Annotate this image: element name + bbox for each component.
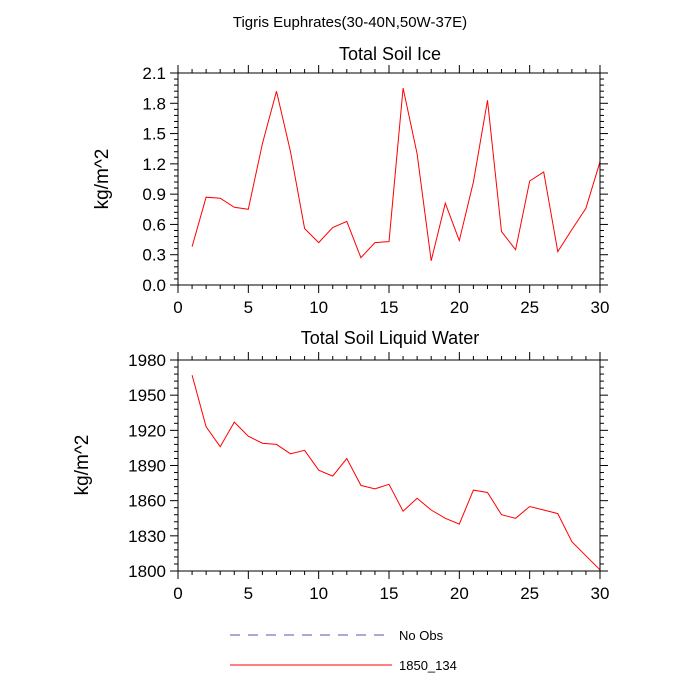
x-tick-label: 25: [520, 584, 539, 603]
plot-frame: [177, 72, 601, 286]
x-tick-label: 15: [380, 298, 399, 317]
y-tick-label: 1860: [128, 492, 166, 511]
panel-title: Total Soil Ice: [339, 44, 441, 64]
panel-total-soil-ice: Total Soil Ice kg/m^2 0 5 10 15 20 25 30 0.00.…: [92, 44, 609, 317]
x-tick-label: 20: [450, 298, 469, 317]
series-line-1850-134: [191, 87, 601, 261]
x-tick-labels: 0 5 10 15 20 25 30: [173, 584, 609, 603]
y-tick-label: 1.5: [142, 125, 166, 144]
y-tick-label: 2.1: [142, 64, 166, 83]
x-tick-label: 15: [380, 584, 399, 603]
y-tick-label: 1920: [128, 421, 166, 440]
y-tick-label: 0.6: [142, 215, 166, 234]
x-tick-label: 10: [309, 298, 328, 317]
x-tick-label: 30: [591, 298, 610, 317]
y-tick-labels: 0.0 0.3 0.6 0.9 1.2 1.5 1.8 2.1: [142, 64, 166, 295]
tick-group: [170, 352, 608, 579]
x-tick-label: 0: [173, 584, 182, 603]
legend: No Obs 1850_134: [230, 628, 457, 673]
y-tick-label: 0.0: [142, 276, 166, 295]
panel-total-soil-liquid-water: Total Soil Liquid Water kg/m^2 0 5 10 15 20 2…: [72, 328, 609, 603]
y-axis-label: kg/m^2: [92, 149, 113, 210]
y-tick-label: 1890: [128, 457, 166, 476]
x-tick-label: 5: [244, 298, 253, 317]
y-tick-label: 1980: [128, 351, 166, 370]
y-tick-label: 1950: [128, 386, 166, 405]
x-tick-label: 30: [591, 584, 610, 603]
figure-suptitle: Tigris Euphrates(30-40N,50W-37E): [233, 14, 467, 31]
y-tick-label: 0.9: [142, 185, 166, 204]
x-tick-labels: 0 5 10 15 20 25 30: [173, 298, 609, 317]
y-tick-label: 1.2: [142, 155, 166, 174]
y-tick-labels: 1800 1830 1860 1890 1920 1950 1980: [128, 351, 166, 581]
y-tick-label: 0.3: [142, 246, 166, 265]
x-tick-label: 20: [450, 584, 469, 603]
x-tick-label: 5: [244, 584, 253, 603]
x-tick-label: 25: [520, 298, 539, 317]
series-line-1850-134: [191, 375, 601, 571]
x-tick-label: 10: [309, 584, 328, 603]
panel-title: Total Soil Liquid Water: [301, 328, 479, 348]
legend-label-no-obs: No Obs: [399, 628, 444, 643]
tick-group: [170, 65, 608, 293]
plot-frame: [177, 359, 601, 572]
x-tick-label: 0: [173, 298, 182, 317]
y-tick-label: 1800: [128, 562, 166, 581]
y-tick-label: 1830: [128, 527, 166, 546]
y-tick-label: 1.8: [142, 94, 166, 113]
y-axis-label: kg/m^2: [72, 435, 93, 496]
legend-label-1850-134: 1850_134: [399, 658, 457, 673]
